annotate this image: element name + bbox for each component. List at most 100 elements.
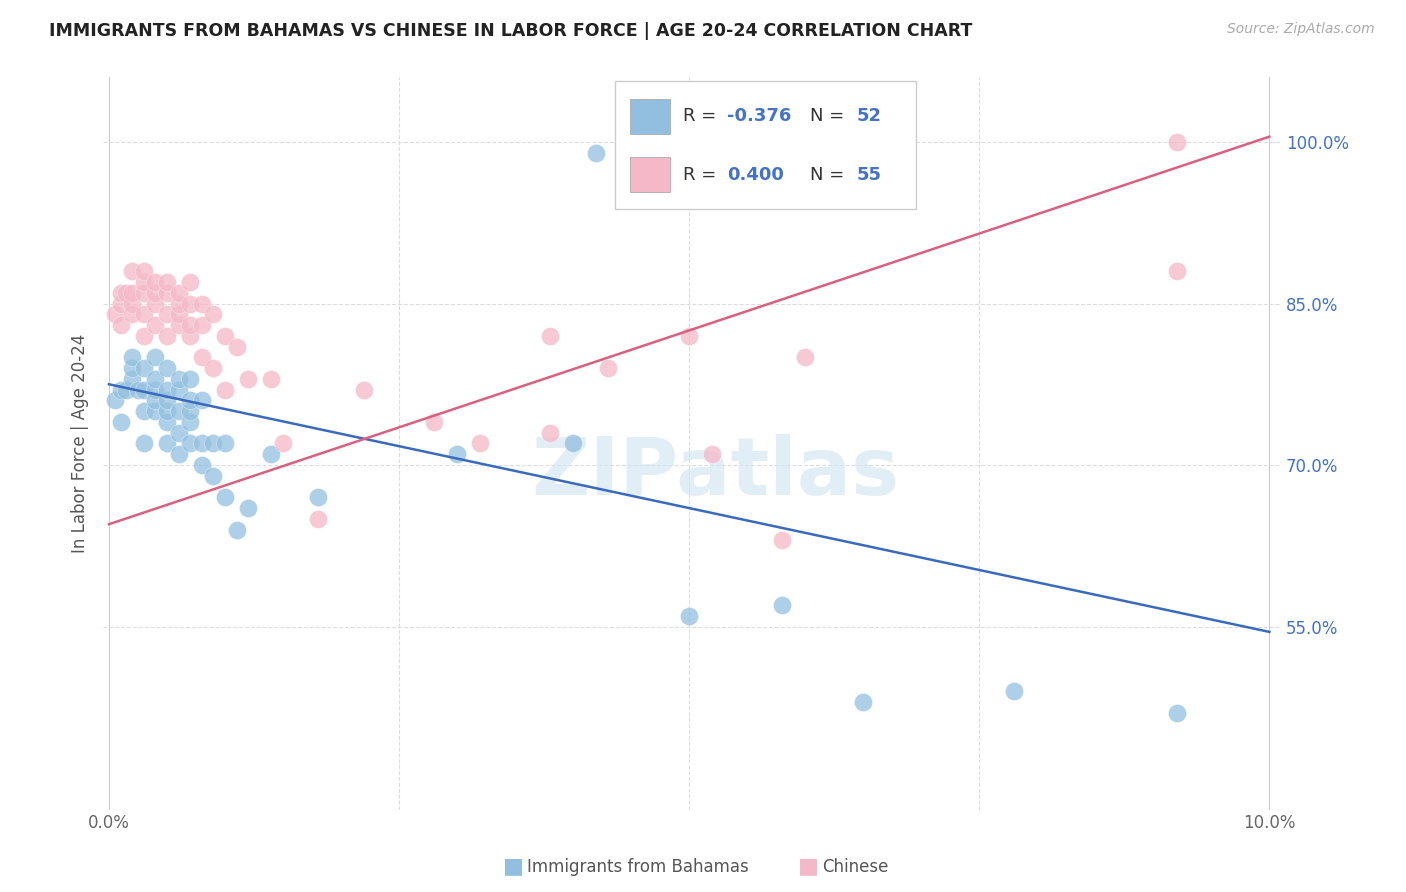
Point (770, 598, 793, 612)
Point (214, 383, 236, 397)
Point (794, 351, 817, 365)
Point (104, 393, 127, 408)
Point (156, 393, 179, 408)
Point (214, 328, 236, 343)
Point (678, 608, 700, 623)
Point (132, 404, 155, 418)
Point (132, 307, 155, 321)
Point (423, 415, 446, 429)
Point (271, 436, 294, 450)
Point (143, 372, 166, 386)
Text: ■: ■ (503, 856, 523, 876)
Text: Chinese: Chinese (823, 858, 889, 876)
Point (110, 318, 132, 332)
Point (110, 415, 132, 429)
Point (225, 523, 247, 537)
Point (260, 447, 283, 461)
Point (156, 361, 179, 376)
Point (179, 318, 201, 332)
Point (307, 491, 329, 505)
Point (132, 328, 155, 343)
Text: IMMIGRANTS FROM BAHAMAS VS CHINESE IN LABOR FORCE | AGE 20-24 CORRELATION CHART: IMMIGRANTS FROM BAHAMAS VS CHINESE IN LA… (49, 22, 973, 40)
Point (167, 425, 190, 440)
Point (110, 285, 132, 300)
Point (167, 285, 190, 300)
Point (167, 318, 190, 332)
Point (121, 361, 143, 376)
Point (446, 447, 468, 461)
FancyBboxPatch shape (616, 81, 915, 210)
Point (179, 415, 201, 429)
Point (179, 296, 201, 310)
Point (191, 393, 214, 408)
Text: R =: R = (683, 107, 721, 125)
Text: -0.376: -0.376 (727, 107, 792, 125)
Point (852, 135, 875, 149)
Text: 0.400: 0.400 (727, 166, 785, 184)
Point (179, 404, 201, 418)
Point (156, 307, 179, 321)
Text: R =: R = (683, 166, 721, 184)
Point (179, 328, 201, 343)
Point (1002, 684, 1025, 698)
Point (202, 468, 225, 483)
Y-axis label: In Labor Force | Age 20-24: In Labor Force | Age 20-24 (72, 334, 89, 553)
Point (260, 372, 283, 386)
Text: ■: ■ (799, 856, 818, 876)
Point (115, 285, 138, 300)
Point (179, 372, 201, 386)
Point (132, 275, 155, 289)
Point (121, 351, 143, 365)
Point (121, 296, 143, 310)
Text: Source: ZipAtlas.com: Source: ZipAtlas.com (1227, 22, 1375, 37)
Point (110, 296, 132, 310)
FancyBboxPatch shape (630, 99, 669, 134)
Point (238, 372, 260, 386)
Point (770, 533, 793, 548)
Point (132, 361, 155, 376)
Point (191, 296, 214, 310)
Point (353, 383, 375, 397)
Point (167, 307, 190, 321)
Point (585, 145, 607, 160)
Text: Immigrants from Bahamas: Immigrants from Bahamas (527, 858, 749, 876)
Point (156, 415, 179, 429)
Point (1166, 135, 1188, 149)
Point (104, 307, 127, 321)
Text: N =: N = (810, 166, 849, 184)
Point (202, 436, 225, 450)
Point (132, 264, 155, 278)
Text: N =: N = (810, 107, 849, 125)
FancyBboxPatch shape (630, 157, 669, 193)
Point (127, 383, 149, 397)
Point (1166, 264, 1188, 278)
Point (143, 383, 166, 397)
Point (132, 436, 155, 450)
Point (538, 425, 561, 440)
Point (678, 328, 700, 343)
Point (225, 340, 247, 354)
Point (156, 436, 179, 450)
Point (179, 436, 201, 450)
Text: ZIPatlas: ZIPatlas (531, 434, 900, 512)
Point (110, 383, 132, 397)
Point (562, 436, 585, 450)
Point (470, 436, 492, 450)
Point (156, 328, 179, 343)
Point (143, 285, 166, 300)
Point (143, 351, 166, 365)
Point (121, 285, 143, 300)
Point (167, 296, 190, 310)
Point (156, 383, 179, 397)
Point (191, 458, 214, 472)
Point (214, 436, 236, 450)
Point (238, 501, 260, 516)
Point (143, 404, 166, 418)
Point (191, 318, 214, 332)
Text: 52: 52 (856, 107, 882, 125)
Point (121, 307, 143, 321)
Point (143, 393, 166, 408)
Point (202, 361, 225, 376)
Point (132, 285, 155, 300)
Point (143, 275, 166, 289)
